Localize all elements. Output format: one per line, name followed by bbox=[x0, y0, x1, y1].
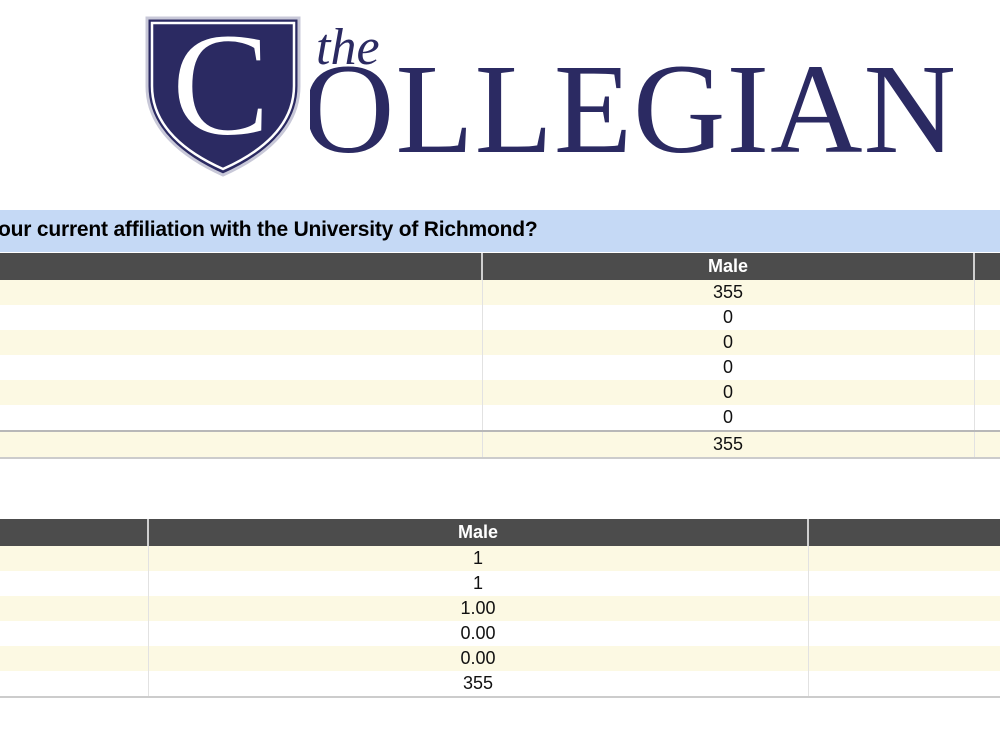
table-header-row: Male bbox=[0, 519, 1000, 546]
cell-male: 355 bbox=[148, 671, 809, 696]
table-row: Other 0 bbox=[0, 405, 1000, 431]
cell-male: 1.00 bbox=[148, 596, 809, 621]
cell-third bbox=[974, 405, 1000, 431]
wordmark-collegian: OLLEGIAN bbox=[310, 38, 957, 172]
cell-male: 1 bbox=[148, 546, 809, 571]
table-row: Variance 0.00 bbox=[0, 621, 1000, 646]
cell-male: 0 bbox=[482, 305, 975, 330]
cell-third bbox=[808, 571, 1000, 596]
table-row: Standard Deviation 0.00 bbox=[0, 646, 1000, 671]
table-row: Min Value 1 bbox=[0, 546, 1000, 571]
row-label: Max Value bbox=[0, 571, 149, 596]
cell-third bbox=[808, 546, 1000, 571]
cell-male: 0.00 bbox=[148, 621, 809, 646]
col-header-third[interactable] bbox=[974, 253, 1000, 280]
row-label: Min Value bbox=[0, 546, 149, 571]
row-label: Undergraduate student bbox=[0, 280, 483, 305]
table-bottom-rule bbox=[0, 696, 1000, 698]
table-row: Total Responses 355 bbox=[0, 671, 1000, 696]
table-row: Undergraduate student 355 bbox=[0, 280, 1000, 305]
cell-male: 1 bbox=[148, 571, 809, 596]
table-row: Graduate student 0 bbox=[0, 305, 1000, 330]
row-label: Total Responses bbox=[0, 671, 149, 696]
wordmark-the: the bbox=[316, 19, 380, 76]
cell-male: 0 bbox=[482, 405, 975, 431]
cell-third bbox=[808, 621, 1000, 646]
row-label: Variance bbox=[0, 621, 149, 646]
row-label: Standard Deviation bbox=[0, 646, 149, 671]
cell-third bbox=[974, 280, 1000, 305]
col-header-male[interactable]: Male bbox=[482, 253, 975, 280]
shield-letter: C bbox=[172, 12, 271, 167]
table-row: Staff 0 bbox=[0, 355, 1000, 380]
table-row: Alumnus/Alumna parent 0 bbox=[0, 380, 1000, 405]
cell-third bbox=[808, 646, 1000, 671]
row-label: Alumnus/Alumna parent bbox=[0, 380, 483, 405]
table-row: Max Value 1 bbox=[0, 571, 1000, 596]
row-label: Mean bbox=[0, 596, 149, 621]
cell-male: 0 bbox=[482, 355, 975, 380]
col-header-statistic[interactable] bbox=[0, 519, 149, 546]
cell-third bbox=[808, 671, 1000, 696]
total-third bbox=[974, 430, 1000, 457]
col-header-third[interactable] bbox=[808, 519, 1000, 546]
row-label: Graduate student bbox=[0, 305, 483, 330]
affiliation-statistics-table: Male Min Value 1 Max Value 1 Mean 1.00 V… bbox=[0, 519, 1000, 698]
cell-third bbox=[808, 596, 1000, 621]
table-header-row: Male bbox=[0, 253, 1000, 280]
table-bottom-rule bbox=[0, 457, 1000, 459]
total-male: 355 bbox=[482, 430, 975, 457]
row-label: Faculty bbox=[0, 330, 483, 355]
table-row: Mean 1.00 bbox=[0, 596, 1000, 621]
affiliation-counts-table: Male Undergraduate student 355 Graduate … bbox=[0, 253, 1000, 459]
masthead: C the OLLEGIAN bbox=[0, 0, 1000, 208]
question-text: our current affiliation with the Univers… bbox=[0, 218, 538, 241]
cell-third bbox=[974, 355, 1000, 380]
row-label: Staff bbox=[0, 355, 483, 380]
cell-male: 0 bbox=[482, 330, 975, 355]
question-bar: our current affiliation with the Univers… bbox=[0, 210, 1000, 252]
cell-male: 355 bbox=[482, 280, 975, 305]
col-header-male[interactable]: Male bbox=[148, 519, 809, 546]
cell-male: 0 bbox=[482, 380, 975, 405]
cell-male: 0.00 bbox=[148, 646, 809, 671]
cell-third bbox=[974, 330, 1000, 355]
col-header-answer[interactable] bbox=[0, 253, 483, 280]
cell-third bbox=[974, 305, 1000, 330]
collegian-wordmark: the OLLEGIAN bbox=[310, 19, 957, 172]
cell-third bbox=[974, 380, 1000, 405]
table-total-row: Total 355 bbox=[0, 430, 1000, 457]
row-label: Other bbox=[0, 405, 483, 431]
total-label: Total bbox=[0, 430, 483, 457]
collegian-logo: C the OLLEGIAN bbox=[143, 12, 956, 177]
table-row: Faculty 0 bbox=[0, 330, 1000, 355]
shield-logo-icon: C bbox=[145, 12, 301, 177]
